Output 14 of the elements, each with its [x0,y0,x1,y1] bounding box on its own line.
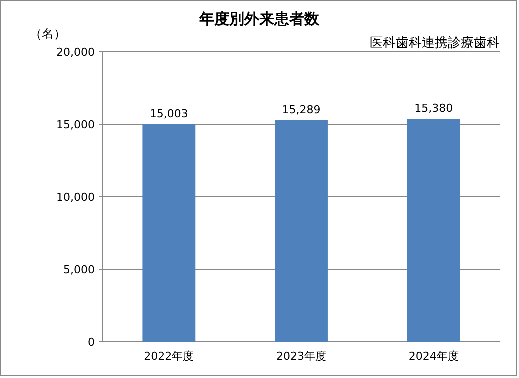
y-tick-label: 15,000 [56,118,95,132]
x-tick-label: 2022年度 [144,350,194,363]
y-axis-title: （名） [30,27,66,41]
x-tick-label: 2024年度 [408,350,459,363]
y-tick-label: 10,000 [56,191,95,204]
chart-title: 年度別外来患者数 [198,10,320,28]
data-label: 15,380 [414,102,454,115]
data-label: 15,003 [150,107,188,120]
y-tick-label: 20,000 [56,46,95,59]
x-tick-label: 2023年度 [276,350,326,363]
chart-subtitle: 医科歯科連携診療歯科 [370,36,500,51]
y-tick-label: 5,000 [64,264,95,276]
y-tick-label: 0 [88,336,95,349]
data-label: 15,289 [282,103,321,116]
